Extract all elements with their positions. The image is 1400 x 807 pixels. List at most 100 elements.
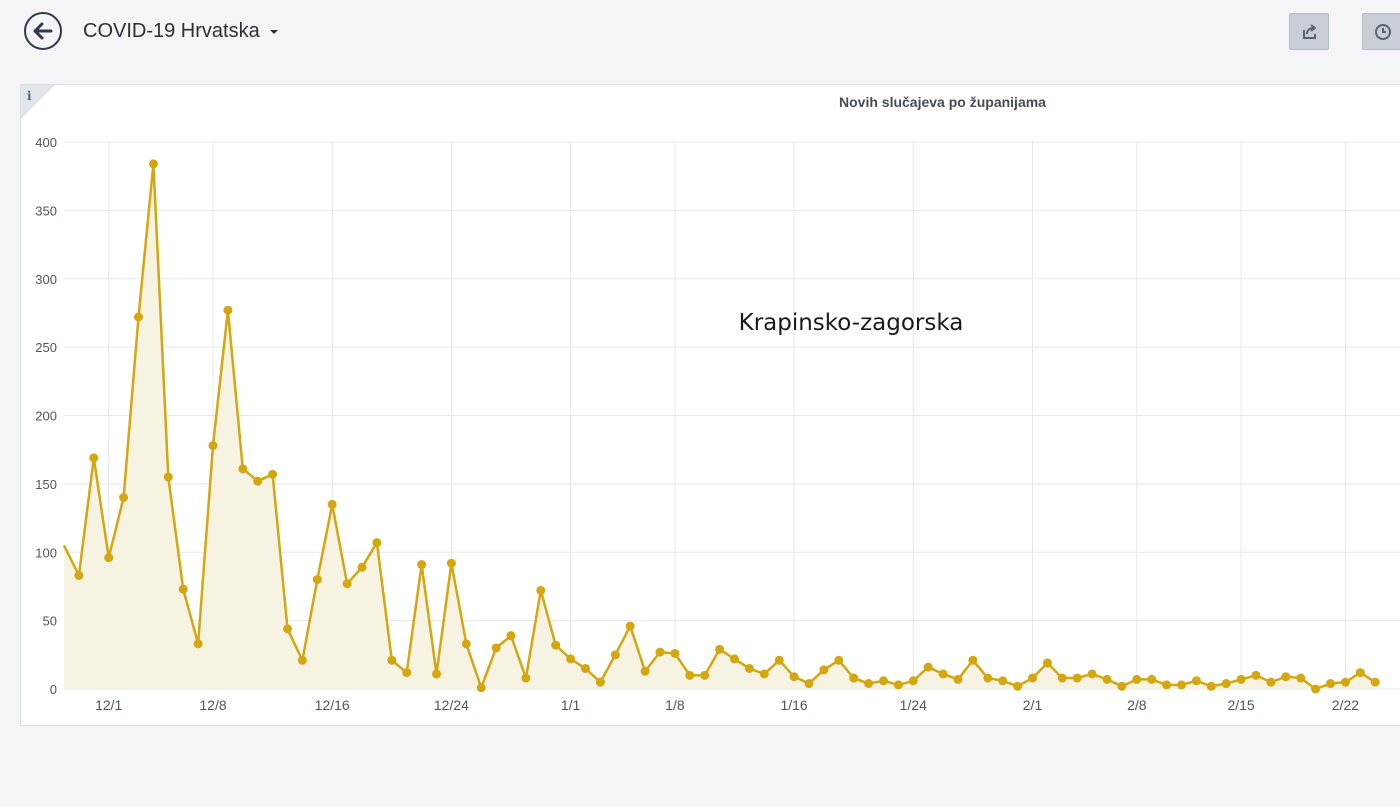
- data-point: [1281, 672, 1291, 682]
- data-point: [998, 676, 1008, 686]
- x-tick-label: 12/8: [199, 697, 226, 713]
- x-tick-label: 2/15: [1227, 697, 1254, 713]
- time-range-button[interactable]: [1362, 13, 1400, 50]
- panel-title: Novih slučajeva po županijama: [839, 94, 1046, 110]
- data-point: [1236, 674, 1246, 684]
- y-tick-label: 300: [35, 272, 57, 287]
- data-point: [387, 655, 397, 665]
- data-point: [566, 654, 576, 664]
- chevron-down-icon: [269, 29, 278, 34]
- data-point: [744, 663, 754, 673]
- data-point: [968, 655, 978, 665]
- data-point: [476, 683, 486, 693]
- data-point: [804, 679, 814, 689]
- data-point: [1340, 677, 1350, 687]
- data-point: [1132, 674, 1142, 684]
- data-point: [1370, 677, 1380, 687]
- data-point: [625, 621, 635, 631]
- back-button[interactable]: [24, 12, 62, 50]
- data-point: [551, 640, 561, 650]
- x-tick-label: 2/1: [1023, 697, 1043, 713]
- data-point: [1057, 673, 1067, 683]
- y-tick-label: 100: [35, 545, 57, 560]
- data-point: [789, 672, 799, 682]
- x-tick-label: 12/16: [315, 697, 350, 713]
- data-point: [1191, 676, 1201, 686]
- series-area: [64, 163, 1376, 689]
- info-icon[interactable]: i: [27, 89, 32, 103]
- data-point: [1102, 674, 1112, 684]
- data-point: [253, 476, 263, 486]
- x-tick-label: 1/8: [665, 697, 685, 713]
- data-point: [938, 669, 948, 679]
- data-point: [521, 673, 531, 683]
- data-point: [908, 676, 918, 686]
- x-tick-label: 12/24: [434, 697, 469, 713]
- data-point: [581, 663, 590, 673]
- data-point: [402, 668, 412, 678]
- arrow-left-icon: [33, 22, 53, 40]
- y-tick-label: 200: [35, 409, 57, 424]
- data-point: [268, 469, 278, 479]
- chart-panel: i Novih slučajeva po županijama 0 50 100 15…: [20, 84, 1400, 726]
- data-point: [670, 648, 680, 658]
- y-tick-label: 350: [35, 203, 57, 218]
- data-point: [148, 159, 158, 169]
- x-tick-label: 2/8: [1127, 697, 1147, 713]
- data-point: [879, 676, 888, 686]
- data-point: [700, 670, 710, 680]
- data-point: [1013, 681, 1023, 691]
- data-point: [491, 643, 501, 653]
- y-tick-label: 400: [35, 135, 57, 150]
- data-point: [864, 679, 874, 689]
- x-tick-label: 1/1: [561, 697, 581, 713]
- data-point: [1087, 669, 1097, 679]
- data-point: [536, 586, 546, 596]
- data-point: [312, 575, 322, 585]
- data-point: [1266, 677, 1276, 687]
- data-point: [178, 584, 188, 594]
- x-tick-label: 12/1: [95, 697, 122, 713]
- data-point: [506, 631, 516, 641]
- data-point: [163, 472, 173, 482]
- data-point: [1042, 658, 1052, 668]
- data-point: [1326, 679, 1335, 689]
- data-point: [297, 655, 307, 665]
- data-point: [1072, 673, 1082, 683]
- line-chart: 0 50 100 150 200 250 300 350 400 12/1 12/8 12/16 12/…: [35, 135, 1400, 713]
- chart-annotation: Krapinsko-zagorska: [739, 310, 964, 336]
- share-icon: [1303, 24, 1316, 39]
- data-point: [893, 680, 903, 690]
- y-tick-label: 0: [50, 682, 57, 697]
- data-point: [595, 677, 605, 687]
- y-tick-label: 150: [35, 477, 57, 492]
- data-point: [1221, 679, 1231, 689]
- share-button[interactable]: [1289, 13, 1329, 50]
- data-point: [446, 558, 456, 568]
- data-point: [461, 639, 471, 649]
- data-point: [923, 662, 933, 672]
- data-point: [238, 464, 248, 474]
- data-point: [819, 665, 829, 675]
- data-point: [774, 655, 784, 665]
- data-point: [74, 570, 84, 580]
- data-point: [759, 669, 769, 679]
- data-point: [1251, 670, 1261, 680]
- data-point: [89, 453, 99, 463]
- data-point: [372, 538, 382, 548]
- data-point: [134, 312, 143, 322]
- data-point: [119, 493, 129, 503]
- data-point: [193, 639, 203, 649]
- data-point: [104, 553, 114, 563]
- data-point: [1117, 681, 1127, 691]
- top-bar: COVID-19 Hrvatska: [0, 0, 1400, 66]
- data-point: [640, 666, 650, 676]
- data-point: [1162, 680, 1172, 690]
- data-point: [730, 654, 739, 664]
- data-point: [1311, 684, 1321, 694]
- data-point: [953, 674, 963, 684]
- data-point: [283, 624, 292, 634]
- dashboard-title-dropdown[interactable]: COVID-19 Hrvatska: [83, 20, 278, 43]
- data-point: [655, 647, 665, 657]
- y-tick-label: 50: [43, 614, 57, 629]
